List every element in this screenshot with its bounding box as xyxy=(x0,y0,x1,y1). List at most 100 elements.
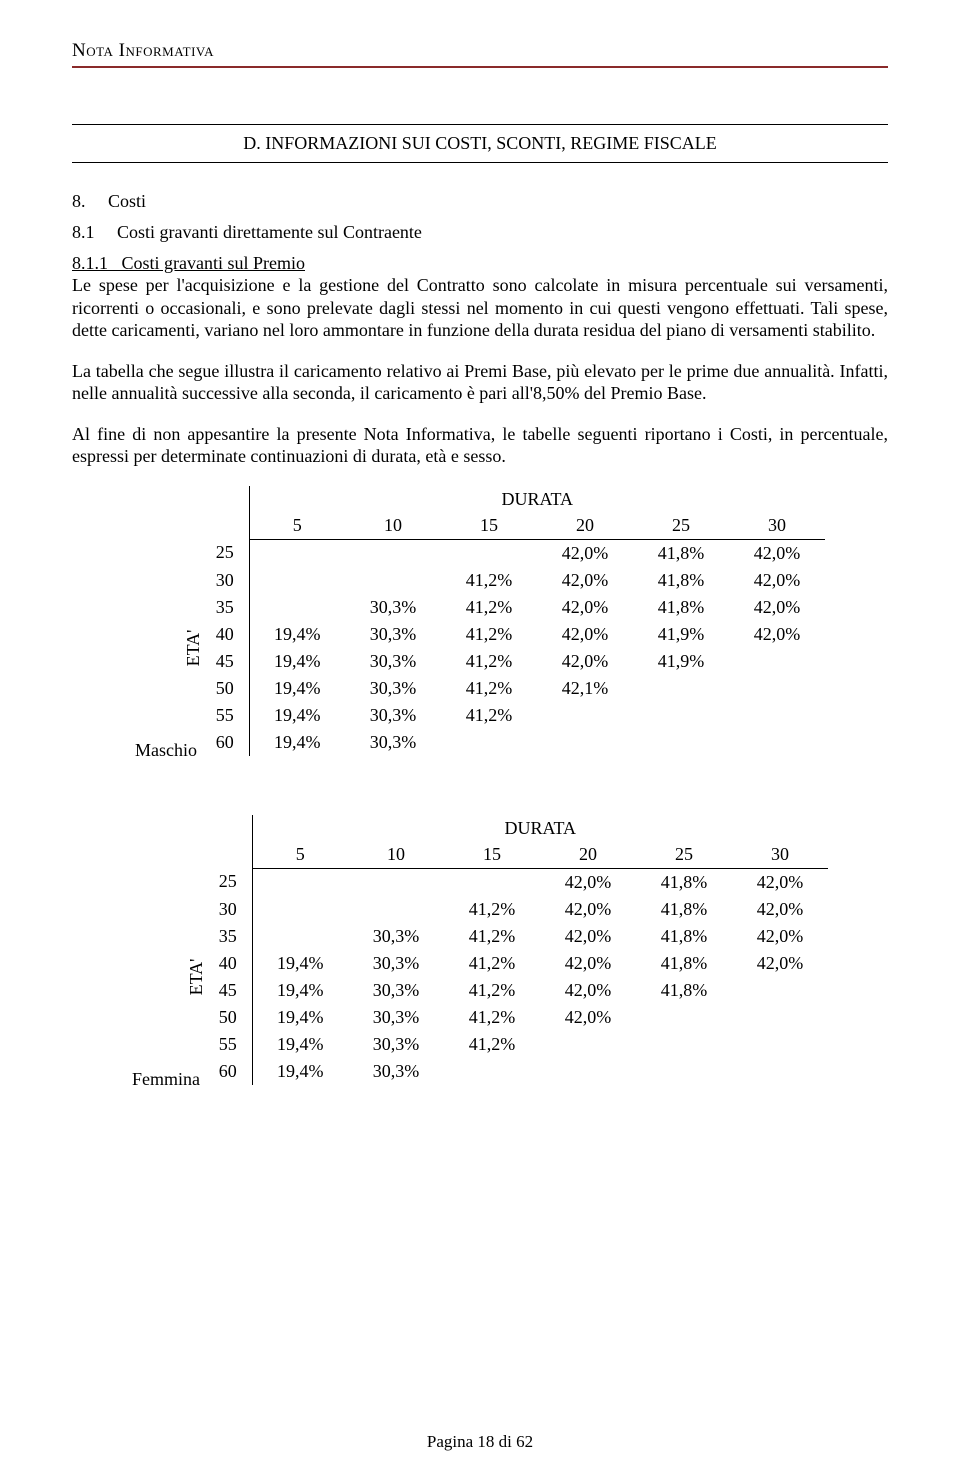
table-cell xyxy=(729,648,825,675)
table-cell xyxy=(729,675,825,702)
table-corner xyxy=(201,486,249,512)
table-cell xyxy=(633,702,729,729)
table-cell: 19,4% xyxy=(249,621,345,648)
section-title-text: D. INFORMAZIONI SUI COSTI, SCONTI, REGIM… xyxy=(243,133,717,153)
table-cell xyxy=(348,868,444,896)
table-cell xyxy=(249,567,345,594)
table-cell: 42,0% xyxy=(537,648,633,675)
table-cell xyxy=(252,896,348,923)
row-header: 50 xyxy=(204,1004,252,1031)
col-header: 15 xyxy=(444,841,540,869)
section-title: D. INFORMAZIONI SUI COSTI, SCONTI, REGIM… xyxy=(72,124,888,163)
table-cell: 41,9% xyxy=(633,621,729,648)
table-row: 2542,0%41,8%42,0% xyxy=(204,868,828,896)
table-cell: 41,9% xyxy=(633,648,729,675)
row-header: 25 xyxy=(201,539,249,567)
col-header: 10 xyxy=(348,841,444,869)
table-cell: 42,0% xyxy=(540,1004,636,1031)
table-cell: 41,8% xyxy=(633,594,729,621)
table-corner xyxy=(201,512,249,540)
table-cell xyxy=(249,594,345,621)
axis-label-eta-female: ETA' xyxy=(186,958,207,995)
table-cell xyxy=(252,868,348,896)
table-cell: 19,4% xyxy=(249,702,345,729)
paragraph-3: Al fine di non appesantire la presente N… xyxy=(72,423,888,468)
table-cell: 41,2% xyxy=(441,594,537,621)
table-cell: 19,4% xyxy=(249,729,345,756)
table-cell xyxy=(249,539,345,567)
table-cell: 30,3% xyxy=(345,594,441,621)
table-cell: 30,3% xyxy=(345,675,441,702)
col-header: 15 xyxy=(441,512,537,540)
table-cell: 42,1% xyxy=(537,675,633,702)
table-cell: 30,3% xyxy=(348,950,444,977)
col-header: 20 xyxy=(540,841,636,869)
col-header: 20 xyxy=(537,512,633,540)
table-corner xyxy=(204,815,252,841)
table-cell xyxy=(729,702,825,729)
table-cell: 42,0% xyxy=(537,621,633,648)
col-header: 25 xyxy=(636,841,732,869)
table-cell: 41,2% xyxy=(441,648,537,675)
table-row: 4519,4%30,3%41,2%42,0%41,9% xyxy=(201,648,825,675)
table-male-title: Maschio xyxy=(135,740,197,761)
table-cell: 42,0% xyxy=(540,977,636,1004)
table-cell: 42,0% xyxy=(729,621,825,648)
table-cell: 41,2% xyxy=(441,702,537,729)
paragraph-2: La tabella che segue illustra il caricam… xyxy=(72,360,888,405)
table-cell xyxy=(252,923,348,950)
page-footer: Pagina 18 di 62 xyxy=(0,1432,960,1452)
row-header: 30 xyxy=(201,567,249,594)
table-cell xyxy=(345,539,441,567)
table-cell: 41,8% xyxy=(636,950,732,977)
page-footer-text: Pagina 18 di 62 xyxy=(427,1432,533,1451)
table-cell: 41,8% xyxy=(636,868,732,896)
table-female-title: Femmina xyxy=(132,1069,200,1090)
table-cell: 41,2% xyxy=(441,675,537,702)
col-header: 30 xyxy=(732,841,828,869)
table-cell: 41,2% xyxy=(444,896,540,923)
table-cell: 19,4% xyxy=(252,1004,348,1031)
table-cell xyxy=(444,868,540,896)
table-cell xyxy=(441,729,537,756)
table-male-block: Maschio ETA' DURATA510152025302542,0%41,… xyxy=(72,486,888,779)
table-cell xyxy=(732,977,828,1004)
table-cell: 19,4% xyxy=(252,977,348,1004)
row-header: 25 xyxy=(204,868,252,896)
paragraph-1: Le spese per l'acquisizione e la gestion… xyxy=(72,274,888,342)
table-cell xyxy=(732,1058,828,1085)
table-male: DURATA510152025302542,0%41,8%42,0%3041,2… xyxy=(201,486,825,756)
table-row: 4519,4%30,3%41,2%42,0%41,8% xyxy=(204,977,828,1004)
table-cell xyxy=(636,1031,732,1058)
col-header: 5 xyxy=(249,512,345,540)
table-row: 3041,2%42,0%41,8%42,0% xyxy=(204,896,828,923)
table-cell: 42,0% xyxy=(732,950,828,977)
table-cell xyxy=(537,729,633,756)
col-header: 30 xyxy=(729,512,825,540)
table-cell: 30,3% xyxy=(345,648,441,675)
heading-8-label: Costi xyxy=(108,191,146,211)
table-cell xyxy=(348,896,444,923)
table-cell: 42,0% xyxy=(540,923,636,950)
table-cell: 42,0% xyxy=(729,539,825,567)
table-row: 6019,4%30,3% xyxy=(201,729,825,756)
table-corner xyxy=(204,841,252,869)
table-cell: 42,0% xyxy=(729,594,825,621)
page-header: Nota Informativa xyxy=(72,40,888,68)
table-cell xyxy=(633,675,729,702)
table-cell: 41,2% xyxy=(444,1031,540,1058)
table-cell: 41,8% xyxy=(636,923,732,950)
table-cell: 42,0% xyxy=(540,868,636,896)
table-cell: 42,0% xyxy=(537,567,633,594)
table-row: 3041,2%42,0%41,8%42,0% xyxy=(201,567,825,594)
heading-8-1: 8.1 Costi gravanti direttamente sul Cont… xyxy=(72,222,888,243)
table-cell: 19,4% xyxy=(252,1031,348,1058)
table-cell: 41,8% xyxy=(633,539,729,567)
table-row: 5019,4%30,3%41,2%42,0% xyxy=(204,1004,828,1031)
table-cell: 30,3% xyxy=(348,977,444,1004)
table-cell xyxy=(540,1058,636,1085)
table-cell: 19,4% xyxy=(249,648,345,675)
table-cell: 41,8% xyxy=(636,977,732,1004)
row-header: 40 xyxy=(204,950,252,977)
table-cell xyxy=(636,1004,732,1031)
